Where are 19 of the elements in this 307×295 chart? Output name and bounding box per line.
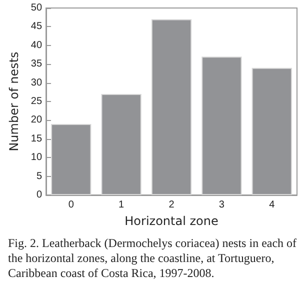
y-axis-title: Number of nests — [7, 52, 21, 152]
y-tick-label: 0 — [36, 190, 42, 200]
y-tick-label: 45 — [30, 21, 42, 32]
y-tick-label: 25 — [30, 96, 42, 107]
x-tick-label: 4 — [269, 200, 276, 210]
y-tick-label: 15 — [30, 133, 42, 144]
y-tick-label: 5 — [36, 170, 42, 182]
caption: Fig. 2. Leatherback (Dermochelys coriacea) nests in each of the horizontal zones, along the coastline, at Tortuguero, Caribbean coast of Costa Rica, 1997-2008. — [8, 236, 298, 281]
y-tick-label: 20 — [30, 114, 42, 126]
x-axis-title: Horizontal zone — [124, 214, 218, 228]
y-tick-label: 30 — [30, 77, 42, 88]
y-tick-label: 35 — [30, 58, 42, 70]
y-tick-label: 10 — [30, 152, 42, 164]
x-tick-label: 2 — [168, 200, 175, 210]
y-tick-label: 50 — [30, 2, 42, 14]
x-tick-label: 1 — [118, 200, 125, 210]
x-tick-label: 0 — [68, 200, 74, 210]
x-tick-label: 3 — [218, 200, 225, 210]
y-tick-label: 40 — [30, 40, 42, 51]
